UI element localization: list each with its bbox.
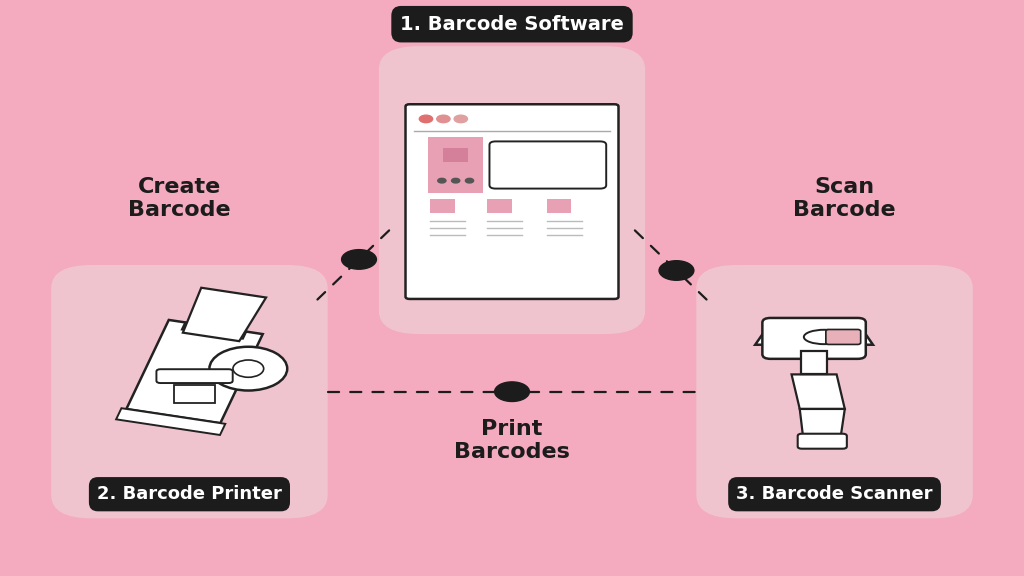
Circle shape: [342, 249, 377, 269]
Polygon shape: [755, 323, 872, 344]
FancyBboxPatch shape: [798, 434, 847, 449]
FancyBboxPatch shape: [174, 385, 215, 403]
FancyBboxPatch shape: [825, 329, 860, 344]
Circle shape: [437, 115, 451, 123]
Ellipse shape: [804, 329, 845, 344]
Circle shape: [232, 360, 264, 377]
FancyBboxPatch shape: [547, 199, 571, 213]
FancyBboxPatch shape: [51, 265, 328, 518]
FancyBboxPatch shape: [443, 148, 468, 162]
Polygon shape: [183, 288, 266, 341]
FancyBboxPatch shape: [379, 46, 645, 334]
FancyBboxPatch shape: [406, 104, 618, 299]
Polygon shape: [126, 320, 263, 423]
Circle shape: [455, 115, 468, 123]
Circle shape: [659, 261, 694, 281]
Circle shape: [452, 179, 460, 183]
FancyBboxPatch shape: [489, 141, 606, 188]
FancyBboxPatch shape: [157, 369, 232, 383]
FancyBboxPatch shape: [430, 199, 455, 213]
Circle shape: [466, 179, 474, 183]
Text: Scan
Barcode: Scan Barcode: [794, 177, 896, 221]
Text: Create
Barcode: Create Barcode: [128, 177, 230, 221]
Text: 2. Barcode Printer: 2. Barcode Printer: [97, 485, 282, 503]
Circle shape: [209, 347, 287, 391]
FancyBboxPatch shape: [428, 137, 483, 193]
Polygon shape: [800, 409, 845, 444]
Circle shape: [420, 115, 433, 123]
Text: 1. Barcode Software: 1. Barcode Software: [400, 15, 624, 33]
FancyBboxPatch shape: [762, 318, 865, 359]
Text: 3. Barcode Scanner: 3. Barcode Scanner: [736, 485, 933, 503]
FancyBboxPatch shape: [801, 351, 827, 374]
Circle shape: [438, 179, 446, 183]
Text: Print
Barcodes: Print Barcodes: [454, 419, 570, 462]
Polygon shape: [116, 408, 225, 435]
FancyBboxPatch shape: [487, 199, 512, 213]
FancyBboxPatch shape: [696, 265, 973, 518]
Polygon shape: [792, 374, 845, 409]
Circle shape: [495, 382, 529, 401]
Polygon shape: [182, 323, 247, 339]
